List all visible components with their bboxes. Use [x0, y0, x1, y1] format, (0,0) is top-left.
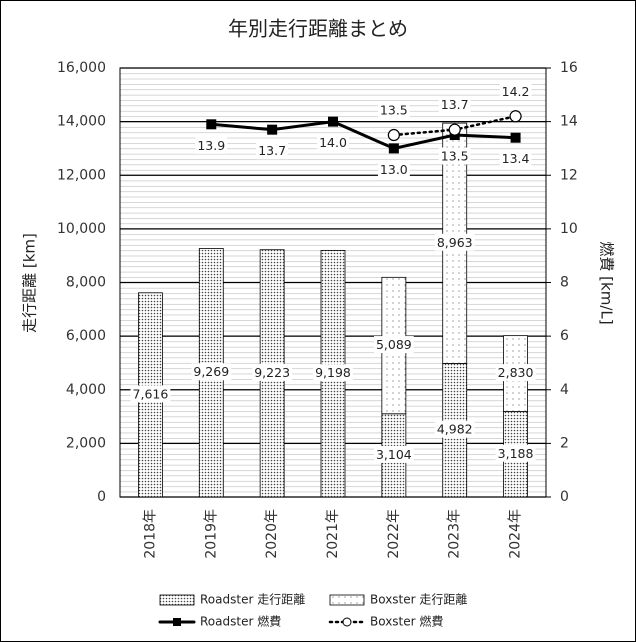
- data-label-bg: [434, 420, 475, 438]
- data-label: 13.4: [502, 151, 530, 166]
- data-label: 13.5: [380, 103, 408, 118]
- data-label: 8,963: [437, 235, 473, 250]
- y2-tick-label: 8: [560, 275, 569, 291]
- data-label: 2,830: [498, 365, 534, 380]
- legend-label: Roadster 燃費: [200, 614, 281, 629]
- y2-tick-label: 16: [560, 60, 578, 76]
- marker: [206, 119, 217, 130]
- data-label-bg: [377, 160, 410, 178]
- data-label-bg: [438, 96, 471, 114]
- marker: [509, 110, 522, 123]
- legend-marker: [173, 618, 181, 626]
- data-label: 5,089: [376, 337, 412, 352]
- data-label: 9,269: [193, 364, 229, 379]
- marker: [448, 123, 461, 136]
- data-label: 3,188: [498, 446, 534, 461]
- legend-label: Boxster 走行距離: [370, 593, 467, 607]
- y-axis-title: 走行距離 [km]: [21, 233, 39, 333]
- data-label: 9,223: [254, 365, 290, 380]
- data-label-bg: [495, 444, 536, 462]
- legend-label: Boxster 燃費: [370, 614, 443, 629]
- marker: [388, 143, 399, 154]
- x-tick-label: 2020年: [264, 509, 280, 559]
- data-label: 13.9: [197, 138, 225, 153]
- data-label-bg: [373, 445, 414, 463]
- y-tick-label: 12,000: [57, 167, 106, 183]
- data-label-bg: [377, 101, 410, 119]
- data-label: 13.0: [380, 162, 408, 177]
- data-label: 14.0: [319, 135, 347, 150]
- x-tick-label: 2019年: [203, 509, 219, 559]
- data-label: 13.5: [441, 149, 469, 164]
- y-tick-label: 2,000: [66, 435, 106, 451]
- y2-axis-title: 燃費 [km/L]: [598, 241, 616, 324]
- y-tick-label: 10,000: [57, 221, 106, 237]
- marker: [267, 124, 278, 135]
- y-tick-label: 14,000: [57, 114, 106, 130]
- y-tick-label: 8,000: [66, 275, 106, 291]
- y2-tick-label: 10: [560, 221, 578, 237]
- legend-label: Roadster 走行距離: [200, 593, 305, 607]
- marker: [510, 132, 521, 143]
- y2-tick-label: 12: [560, 167, 578, 183]
- data-label-bg: [438, 147, 471, 165]
- y2-tick-label: 6: [560, 328, 569, 344]
- data-label: 13.7: [441, 97, 469, 112]
- data-label: 9,198: [315, 365, 351, 380]
- data-label-bg: [499, 82, 532, 100]
- data-label-bg: [313, 364, 353, 382]
- data-label-bg: [434, 233, 475, 251]
- data-label-bg: [317, 134, 349, 152]
- marker: [387, 128, 400, 142]
- legend-swatch: [329, 594, 365, 606]
- data-label-bg: [252, 363, 293, 381]
- data-label: 13.7: [258, 143, 286, 158]
- data-label: 4,982: [437, 422, 473, 437]
- line: [209, 120, 518, 151]
- data-label: 14.2: [502, 84, 530, 99]
- x-tick-label: 2022年: [386, 509, 402, 559]
- y-tick-label: 6,000: [66, 328, 106, 344]
- data-label: 3,104: [376, 447, 412, 462]
- y2-tick-label: 2: [560, 435, 569, 451]
- y2-tick-label: 0: [560, 489, 569, 505]
- y2-tick-label: 14: [560, 114, 578, 130]
- data-label-bg: [256, 142, 289, 160]
- data-label-bg: [373, 336, 414, 354]
- y-tick-label: 16,000: [57, 60, 106, 76]
- y2-tick-label: 4: [560, 382, 569, 398]
- x-tick-label: 2023年: [447, 509, 463, 559]
- x-tick-label: 2018年: [142, 509, 158, 559]
- data-label-bg: [191, 363, 232, 381]
- data-label-bg: [130, 385, 171, 403]
- chart-title: 年別走行距離まとめ: [228, 17, 408, 41]
- y-tick-label: 0: [97, 489, 106, 505]
- data-label-bg: [495, 364, 536, 382]
- x-tick-label: 2024年: [508, 509, 524, 559]
- marker: [328, 116, 338, 127]
- y-tick-label: 4,000: [66, 382, 106, 398]
- data-label-bg: [499, 150, 532, 168]
- data-label-bg: [195, 136, 228, 154]
- data-label: 7,616: [133, 386, 169, 401]
- legend-swatch: [159, 594, 195, 606]
- legend-marker: [342, 617, 352, 627]
- x-tick-label: 2021年: [325, 509, 341, 559]
